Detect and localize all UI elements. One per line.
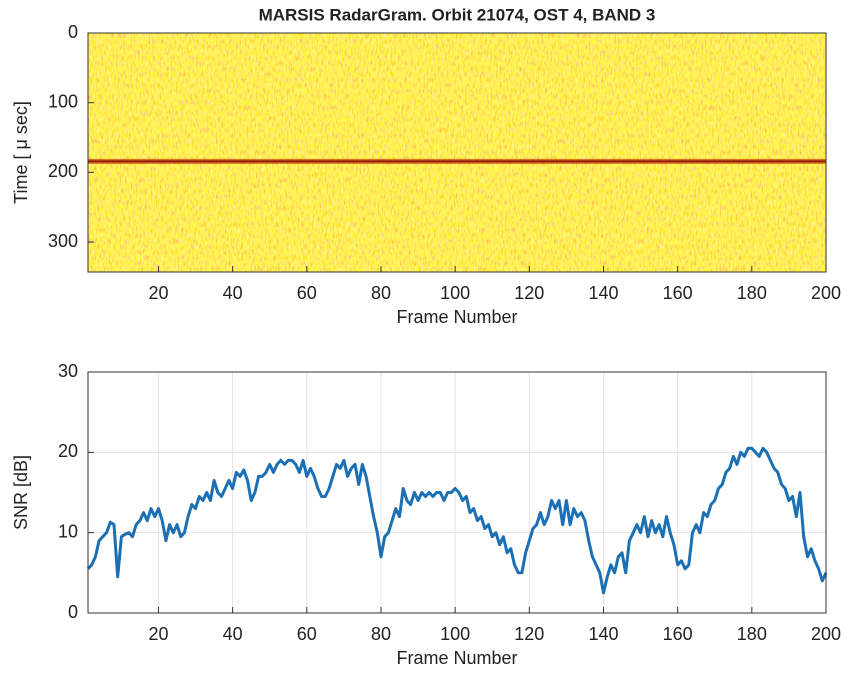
x-axis-label: Frame Number <box>396 648 517 668</box>
y-tick-label: 0 <box>68 22 78 42</box>
x-tick-label: 20 <box>148 624 168 644</box>
x-tick-label: 180 <box>737 624 767 644</box>
chart-title: MARSIS RadarGram. Orbit 21074, OST 4, BA… <box>259 5 656 24</box>
y-tick-label: 200 <box>48 161 78 181</box>
y-tick-label: 20 <box>58 441 78 461</box>
axes-box <box>87 32 827 273</box>
x-tick-label: 180 <box>737 283 767 303</box>
x-tick-label: 60 <box>297 283 317 303</box>
x-tick-label: 140 <box>588 283 618 303</box>
x-tick-label: 80 <box>371 283 391 303</box>
x-axis-label: Frame Number <box>396 307 517 327</box>
y-tick-label: 300 <box>48 231 78 251</box>
x-tick-label: 120 <box>514 624 544 644</box>
axes-box <box>87 371 827 614</box>
x-tick-label: 120 <box>514 283 544 303</box>
x-tick-label: 160 <box>663 624 693 644</box>
x-tick-label: 100 <box>440 283 470 303</box>
x-tick-label: 80 <box>371 624 391 644</box>
surface-echo-core <box>88 160 826 163</box>
x-tick-label: 100 <box>440 624 470 644</box>
y-axis-label: SNR [dB] <box>11 455 31 530</box>
x-tick-label: 160 <box>663 283 693 303</box>
x-tick-label: 140 <box>588 624 618 644</box>
x-tick-label: 20 <box>148 283 168 303</box>
y-tick-label: 10 <box>58 521 78 541</box>
y-tick-label: 30 <box>58 361 78 381</box>
x-tick-label: 200 <box>811 624 841 644</box>
x-tick-label: 60 <box>297 624 317 644</box>
x-tick-label: 40 <box>223 283 243 303</box>
y-tick-label: 0 <box>68 602 78 622</box>
x-tick-label: 200 <box>811 283 841 303</box>
y-axis-label: Time [ μ sec] <box>11 101 31 204</box>
y-tick-label: 100 <box>48 91 78 111</box>
radargram-image <box>88 33 826 272</box>
x-tick-label: 40 <box>223 624 243 644</box>
snr-line <box>86 446 828 595</box>
